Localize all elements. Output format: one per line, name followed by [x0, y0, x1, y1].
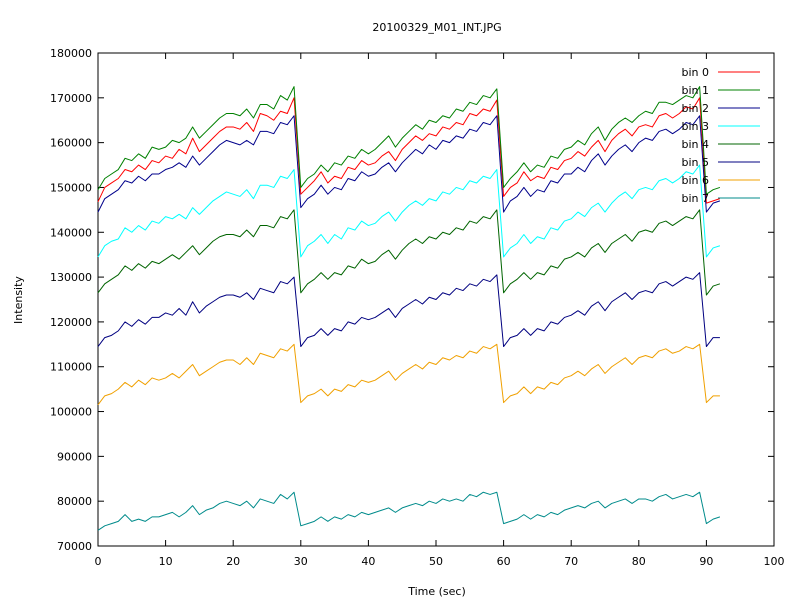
x-tick-label: 40 — [361, 555, 375, 568]
y-tick-label: 120000 — [50, 316, 92, 329]
x-axis-label: Time (sec) — [407, 585, 466, 598]
y-tick-label: 80000 — [57, 495, 92, 508]
legend: bin 0 bin 1 bin 2 bin 3 bin 4 bin 5 bin 6 bin 7 — [681, 66, 760, 205]
y-tick-label: 90000 — [57, 450, 92, 463]
series-line-bin-6 — [97, 343, 720, 406]
series-line-bin-4 — [97, 209, 721, 296]
legend-label: bin 4 — [681, 138, 709, 151]
legend-label: bin 2 — [681, 102, 709, 115]
legend-label: bin 0 — [681, 66, 709, 79]
legend-label: bin 7 — [681, 192, 709, 205]
x-tick-label: 100 — [764, 555, 785, 568]
y-tick-label: 70000 — [57, 540, 92, 553]
legend-label: bin 5 — [681, 156, 709, 169]
series-line-bin-7 — [97, 491, 721, 531]
y-tick-label: 170000 — [50, 92, 92, 105]
series-line-bin-3 — [97, 164, 721, 258]
x-tick-label: 80 — [632, 555, 646, 568]
series-line-bin-0 — [97, 97, 721, 204]
y-tick-label: 150000 — [50, 181, 92, 194]
y-axis-label: Intensity — [12, 276, 25, 324]
series-lines — [97, 86, 721, 531]
y-tick-label: 140000 — [50, 226, 92, 239]
chart-title: 20100329_M01_INT.JPG — [372, 21, 501, 34]
x-tick-label: 20 — [226, 555, 240, 568]
x-tick-label: 60 — [497, 555, 511, 568]
series-line-bin-5 — [97, 272, 720, 348]
series-line-bin-1 — [97, 86, 721, 195]
x-tick-label: 90 — [699, 555, 713, 568]
x-tick-label: 0 — [95, 555, 102, 568]
series-line-bin-2 — [97, 115, 721, 213]
y-tick-label: 180000 — [50, 47, 92, 60]
y-tick-label: 100000 — [50, 406, 92, 419]
x-tick-label: 70 — [564, 555, 578, 568]
x-tick-label: 10 — [159, 555, 173, 568]
y-tick-label: 130000 — [50, 271, 92, 284]
axis-ticks: 0 10 20 30 40 50 60 70 80 90 100 70000 80000 90000 100… — [50, 47, 785, 568]
y-tick-label: 110000 — [50, 361, 92, 374]
y-tick-label: 160000 — [50, 137, 92, 150]
legend-label: bin 1 — [681, 84, 709, 97]
legend-label: bin 6 — [681, 174, 709, 187]
legend-label: bin 3 — [681, 120, 709, 133]
x-tick-label: 30 — [294, 555, 308, 568]
x-tick-label: 50 — [429, 555, 443, 568]
